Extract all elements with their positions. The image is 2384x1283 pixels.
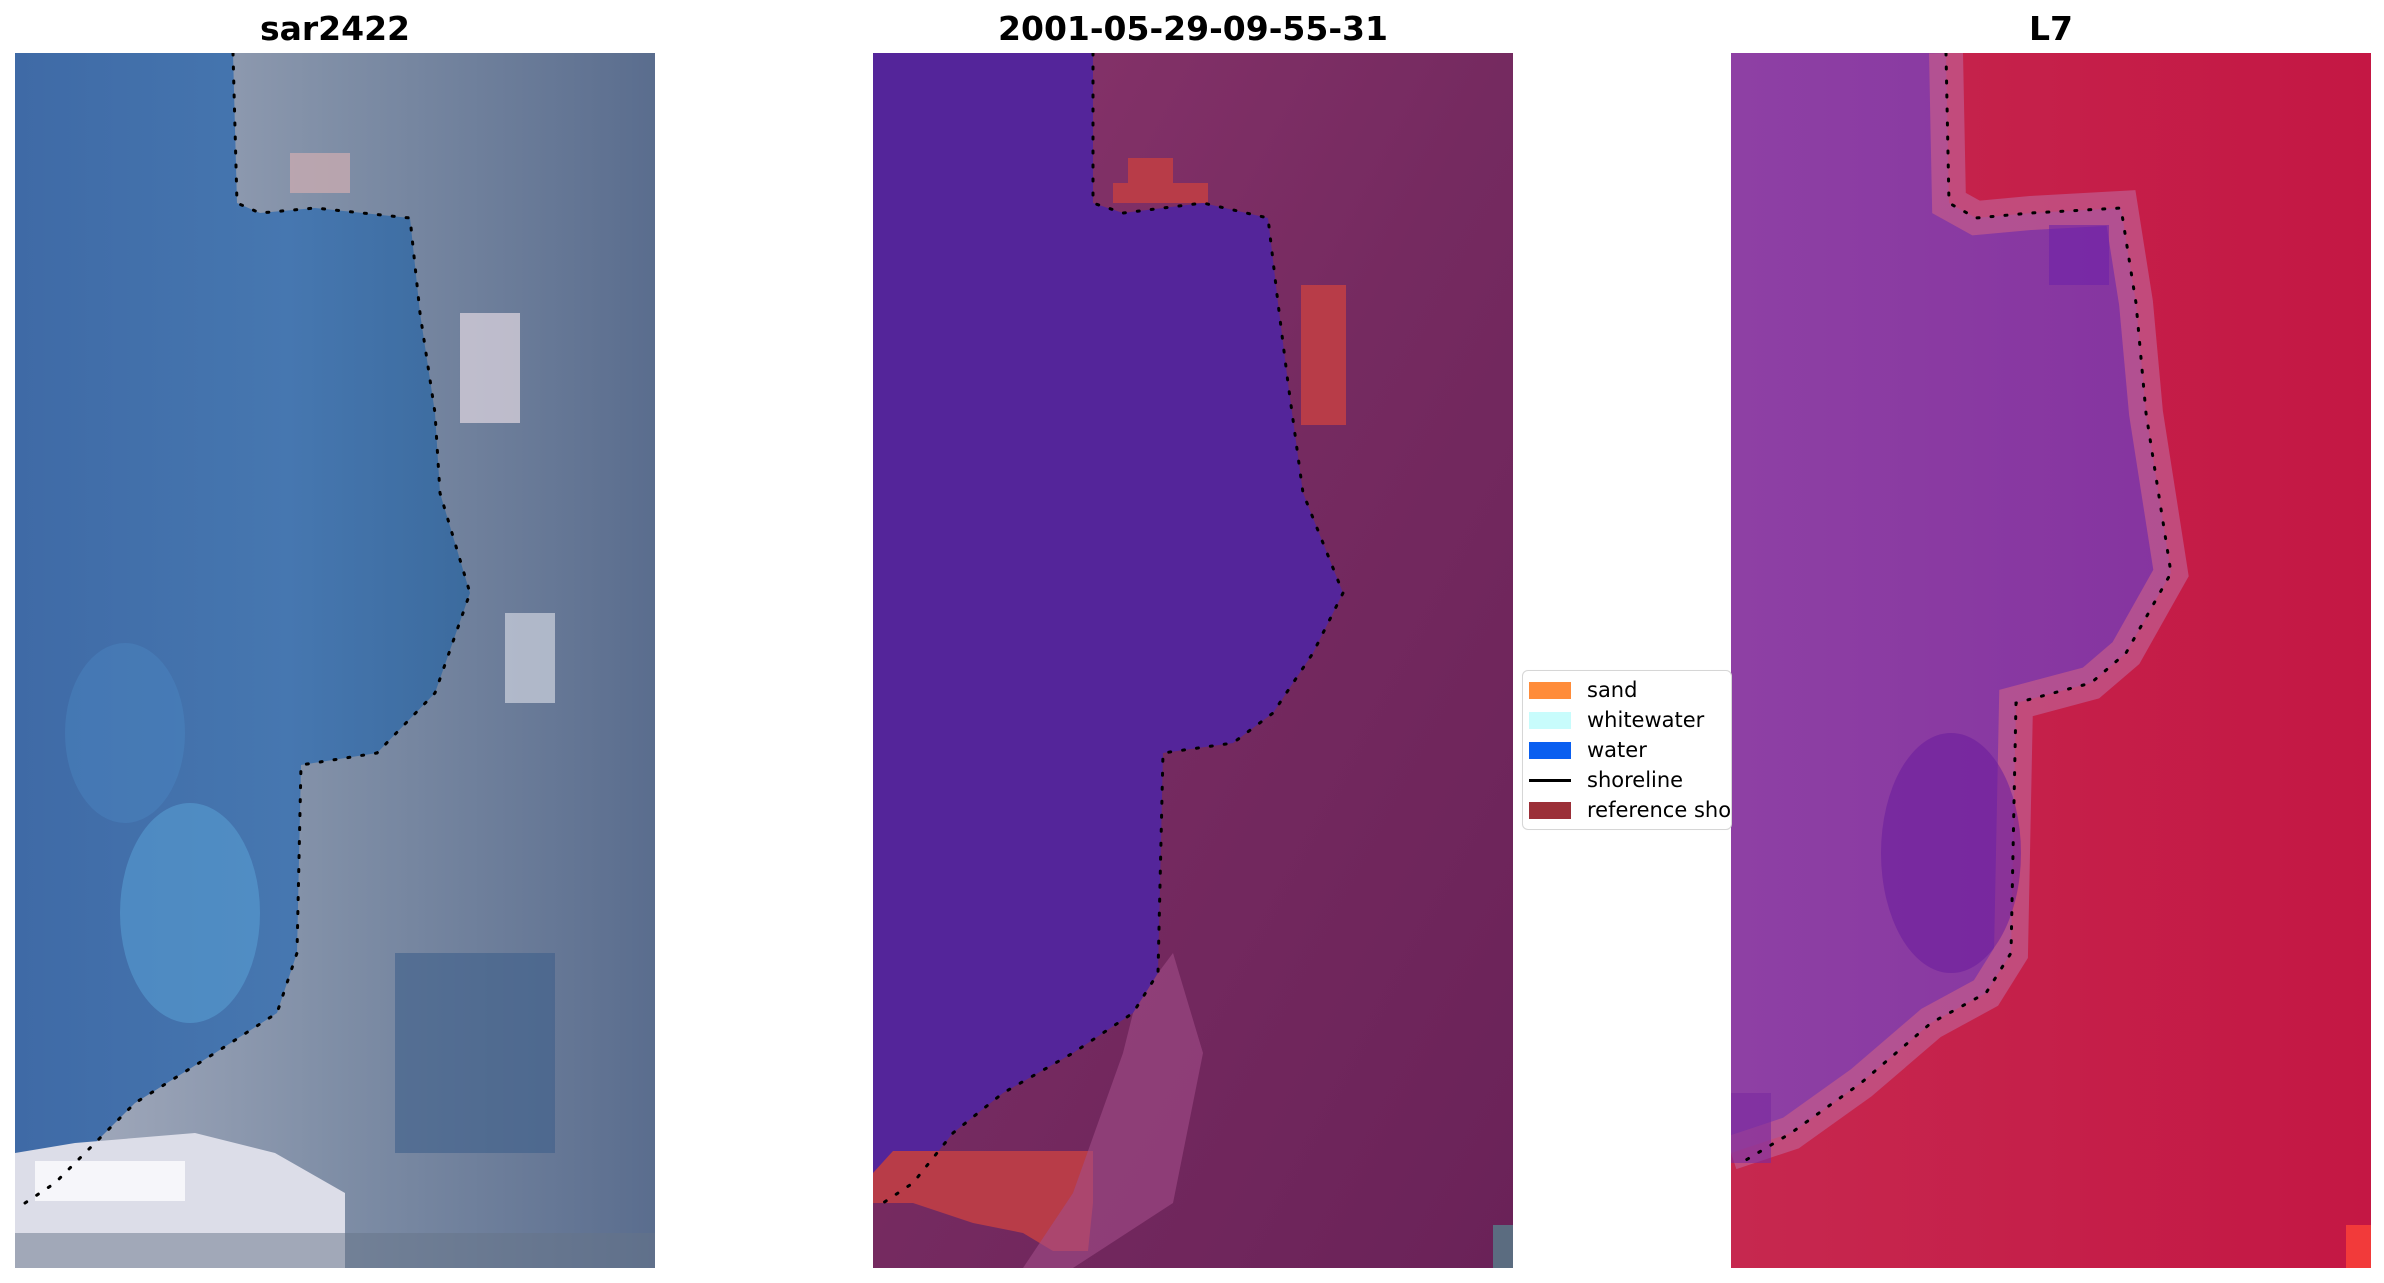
panel-title-rgb: sar2422 xyxy=(259,9,411,48)
index-image xyxy=(1731,53,2371,1268)
legend-item-shoreline: shoreline xyxy=(1529,765,1683,795)
legend-item-water: water xyxy=(1529,735,1647,765)
legend-item-whitewater: whitewater xyxy=(1529,705,1704,735)
classified-image-panel xyxy=(873,53,1513,1268)
panel-title-classified: 2001-05-29-09-55-31 xyxy=(998,9,1388,48)
panel-title-index: L7 xyxy=(2029,9,2073,48)
legend-label: whitewater xyxy=(1587,708,1705,732)
shoreline-line-icon xyxy=(1529,778,1571,782)
legend-label: water xyxy=(1587,738,1647,762)
legend-item-reference-shoreline: reference shoreline xyxy=(1529,795,1732,825)
legend-label: reference shoreline xyxy=(1587,798,1732,822)
shoreline-dots-index xyxy=(1739,53,2173,1165)
reference-shoreline-swatch xyxy=(1529,801,1571,819)
sand-swatch xyxy=(1529,681,1571,699)
legend: sand whitewater water shoreline referenc… xyxy=(1522,670,1732,830)
legend-item-sand: sand xyxy=(1529,675,1637,705)
classified-image xyxy=(873,53,1513,1268)
rgb-image-panel xyxy=(15,53,655,1268)
index-image-panel xyxy=(1731,53,2371,1268)
whitewater-swatch xyxy=(1529,711,1571,729)
legend-label: sand xyxy=(1587,678,1638,702)
water-swatch xyxy=(1529,741,1571,759)
rgb-image xyxy=(15,53,655,1268)
legend-label: shoreline xyxy=(1587,768,1684,792)
